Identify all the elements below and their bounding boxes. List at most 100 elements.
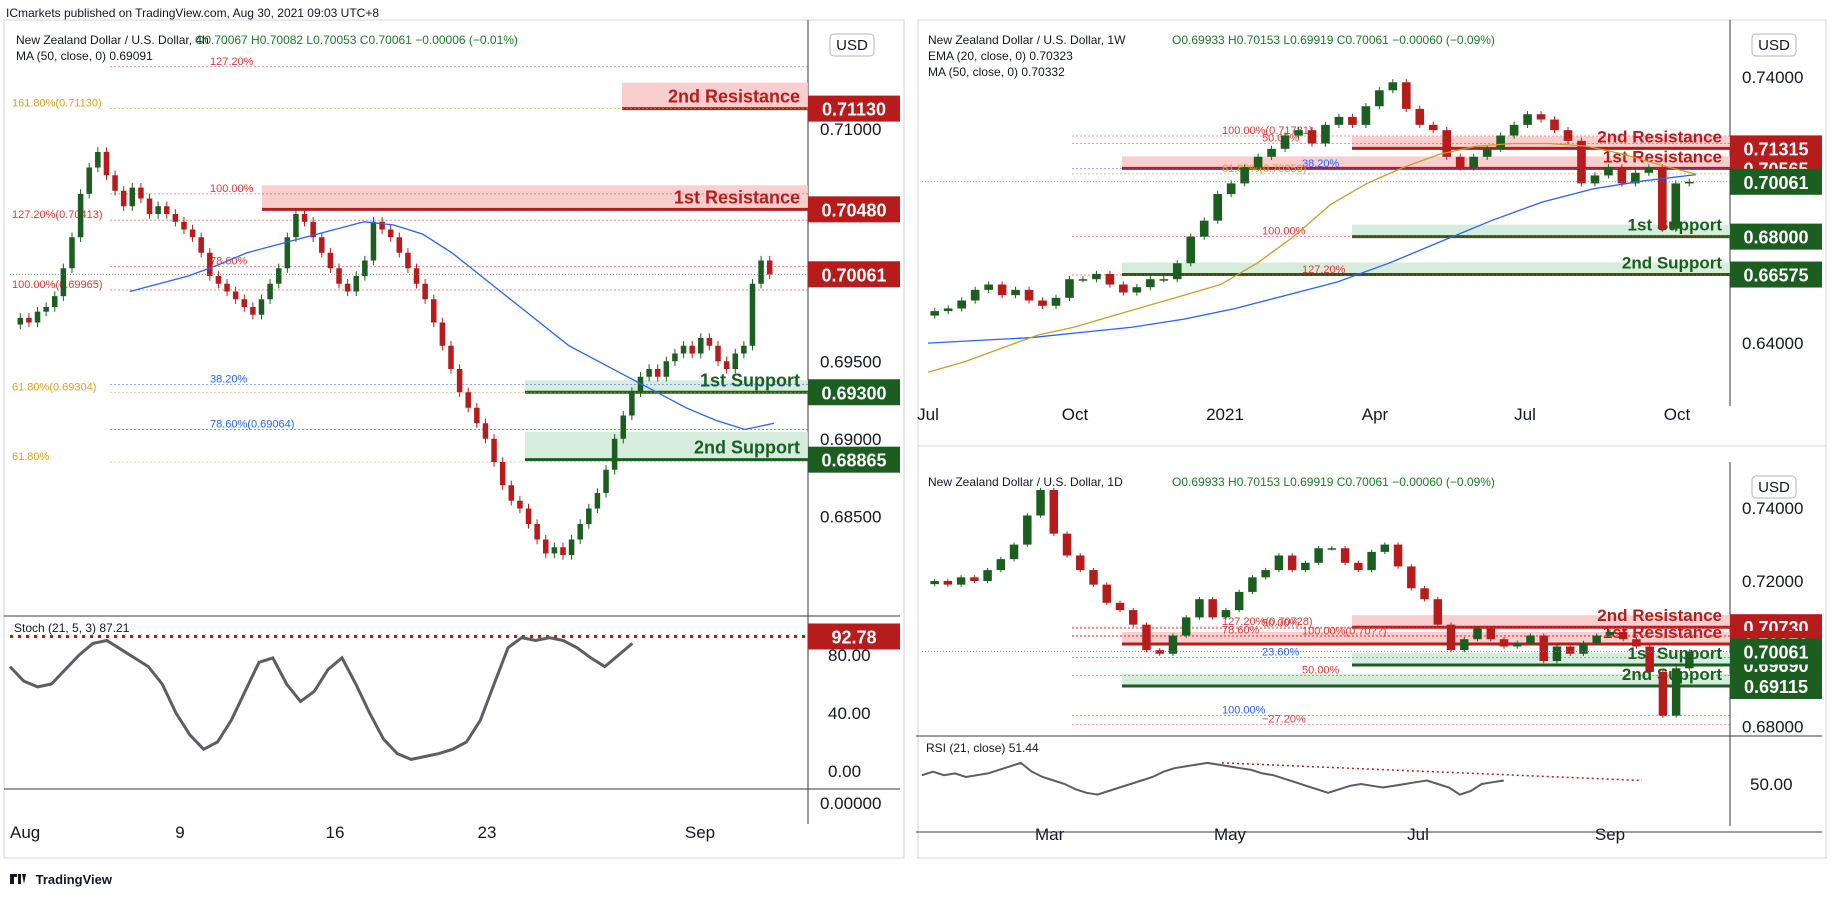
candle-body — [970, 289, 980, 301]
candle-body — [1658, 671, 1668, 716]
candle-body — [250, 307, 256, 315]
candle-body — [241, 299, 248, 307]
chart-title: New Zealand Dollar / U.S. Dollar, 1D — [928, 475, 1123, 489]
level-price-tag — [1730, 261, 1822, 288]
fib-label: 127.20% — [210, 56, 254, 68]
fib-label: −27.20% — [1262, 714, 1306, 726]
sub-y-tick-label: 0.00000 — [820, 794, 881, 813]
fib-label: 50.00% — [1302, 665, 1340, 677]
candle-body — [1105, 273, 1115, 285]
candle-body — [439, 322, 446, 346]
fib-label: 78.60%(0.69064) — [210, 418, 294, 430]
candle-body — [1645, 646, 1654, 672]
x-tick-label: Apr — [1362, 405, 1389, 424]
candle-body — [1065, 279, 1074, 298]
candle-body — [344, 283, 351, 292]
indicator-name: Stoch (21, 5, 3) 87.21 — [14, 621, 130, 635]
candle-body — [1181, 617, 1191, 636]
ohlc-readout: O0.69933 H0.70153 L0.69919 C0.70061 −0.0… — [1172, 475, 1495, 489]
level-price-tag — [808, 196, 900, 223]
level-price-text: 0.66575 — [1743, 266, 1808, 286]
candle-body — [1552, 646, 1562, 662]
candle-body — [129, 187, 136, 207]
x-tick-label: 16 — [326, 823, 345, 842]
candle-body — [1208, 599, 1217, 618]
level-price-tag — [1730, 672, 1822, 699]
candle-body — [138, 187, 144, 199]
candle-body — [422, 283, 428, 300]
candle-body — [95, 152, 101, 168]
candle-body — [1115, 602, 1125, 611]
candle-body — [1442, 130, 1452, 157]
candle-body — [586, 508, 592, 524]
level-price-tag — [808, 446, 900, 473]
candle-body — [1433, 599, 1443, 625]
candle-body — [1049, 490, 1059, 534]
candle-body — [1407, 566, 1416, 589]
level-zone — [525, 380, 808, 393]
y-tick-label: 0.72000 — [1742, 572, 1803, 591]
last-price-text: 0.70061 — [821, 265, 886, 285]
candle-body — [319, 237, 325, 253]
level-zone — [262, 185, 808, 210]
sub-y-tick-label: 40.00 — [828, 704, 871, 723]
candle-body — [1393, 544, 1403, 567]
candle-body — [723, 361, 730, 369]
y-tick-label: 0.69500 — [820, 352, 881, 371]
candle-body — [542, 539, 549, 554]
candle-body — [413, 268, 420, 284]
candle-body — [387, 229, 394, 238]
sub-y-tick-label: 50.00 — [1750, 775, 1793, 794]
last-price-text: 0.70061 — [1743, 173, 1808, 193]
candle-body — [69, 237, 75, 269]
candle-body — [43, 307, 49, 312]
last-price-tag — [1730, 638, 1822, 665]
candle-body — [1367, 551, 1376, 571]
level-price-text: 0.69300 — [821, 383, 886, 403]
candle-body — [1523, 114, 1532, 125]
x-tick-label: May — [1214, 825, 1247, 844]
candle-body — [267, 283, 273, 300]
level-label: 2nd Resistance — [668, 87, 800, 107]
level-label: 1st Resistance — [1603, 623, 1722, 642]
level-zone — [1352, 224, 1730, 237]
candle-body — [1051, 297, 1061, 306]
candle-body — [1253, 156, 1263, 168]
candle-body — [198, 237, 204, 253]
indicator-label: MA (50, close, 0) 0.69091 — [16, 49, 153, 63]
ohlc-readout: O0.69933 H0.70153 L0.69919 C0.70061 −0.0… — [1172, 33, 1495, 47]
candle-body — [1314, 548, 1323, 563]
moving-average-line — [927, 173, 1697, 344]
candle-body — [1213, 194, 1222, 221]
candle-body — [293, 214, 299, 238]
candle-body — [77, 193, 84, 238]
ema-line — [927, 142, 1697, 373]
candle-body — [1631, 172, 1640, 184]
candle-body — [1496, 135, 1505, 149]
candle-body — [499, 462, 506, 486]
chart-right-bottom-1d: New Zealand Dollar / U.S. Dollar, 1D O0.6… — [916, 462, 1822, 844]
candle-body — [155, 206, 161, 214]
candle-body — [448, 345, 454, 369]
candle-body — [1536, 114, 1546, 120]
candle-body — [1482, 148, 1492, 157]
candle-body — [1089, 570, 1098, 585]
candle-body — [577, 524, 583, 540]
candle-body — [1186, 236, 1196, 264]
candle-body — [943, 308, 953, 312]
candle-body — [560, 547, 566, 555]
candle-body — [146, 198, 153, 214]
sub-value-tag — [808, 623, 900, 650]
tradingview-footer[interactable]: TradingView — [10, 872, 112, 887]
y-tick-label: 0.64000 — [1742, 334, 1803, 353]
candle-body — [568, 539, 575, 555]
candle-body — [1618, 631, 1628, 640]
candle-body — [1354, 562, 1363, 571]
chart-right-top-1w: New Zealand Dollar / U.S. Dollar, 1W O0.6… — [917, 20, 1822, 424]
candle-body — [1513, 642, 1522, 647]
fib-label: 100.00% — [210, 183, 254, 195]
x-tick-label: Jul — [1407, 825, 1429, 844]
level-label: 2nd Resistance — [1597, 127, 1722, 146]
candle-body — [1671, 668, 1681, 716]
